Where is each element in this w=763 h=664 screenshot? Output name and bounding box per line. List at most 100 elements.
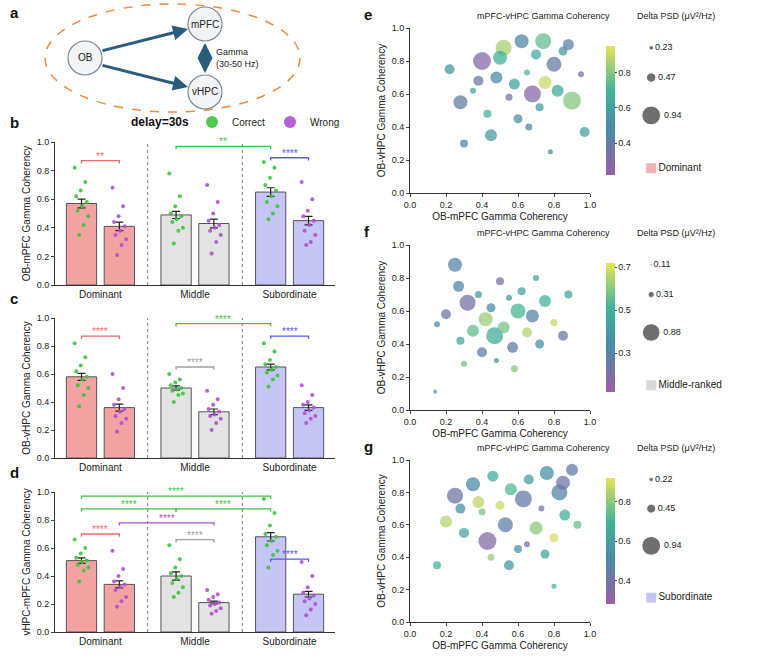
svg-text:1.0: 1.0 — [392, 23, 405, 33]
svg-text:Subordinate: Subordinate — [263, 636, 317, 647]
svg-text:c: c — [10, 290, 18, 307]
svg-text:1.0: 1.0 — [392, 240, 405, 250]
svg-text:****: **** — [168, 486, 184, 497]
svg-text:0.0: 0.0 — [37, 453, 50, 463]
svg-text:0.0: 0.0 — [392, 188, 405, 198]
svg-text:0.6: 0.6 — [37, 543, 50, 553]
svg-text:0.0: 0.0 — [404, 417, 417, 427]
svg-text:0.47: 0.47 — [658, 72, 676, 82]
svg-text:0.4: 0.4 — [476, 629, 489, 639]
svg-text:0.4: 0.4 — [618, 138, 631, 148]
svg-text:Subordinate: Subordinate — [263, 289, 317, 300]
svg-text:Wrong: Wrong — [310, 117, 339, 128]
svg-text:**: ** — [96, 151, 104, 162]
svg-text:0.94: 0.94 — [664, 110, 682, 120]
svg-text:delay=30s: delay=30s — [131, 115, 189, 129]
svg-text:0.8: 0.8 — [37, 166, 50, 176]
svg-text:Middle: Middle — [180, 636, 210, 647]
svg-text:****: **** — [215, 314, 231, 325]
svg-text:0.6: 0.6 — [618, 536, 631, 546]
svg-text:0.2: 0.2 — [37, 252, 50, 262]
svg-text:0.2: 0.2 — [392, 155, 405, 165]
svg-text:vHPC: vHPC — [192, 86, 218, 97]
svg-text:0.0: 0.0 — [37, 627, 50, 637]
svg-text:1.0: 1.0 — [37, 313, 50, 323]
svg-text:0.6: 0.6 — [37, 194, 50, 204]
svg-text:0.0: 0.0 — [404, 629, 417, 639]
svg-text:0.6: 0.6 — [392, 520, 405, 530]
svg-text:0.2: 0.2 — [392, 372, 405, 382]
svg-text:0.2: 0.2 — [440, 629, 453, 639]
svg-text:0.2: 0.2 — [440, 417, 453, 427]
svg-text:0.8: 0.8 — [618, 68, 631, 78]
svg-text:0.4: 0.4 — [476, 200, 489, 210]
svg-text:0.2: 0.2 — [440, 200, 453, 210]
svg-text:g: g — [364, 438, 373, 455]
svg-text:0.6: 0.6 — [392, 306, 405, 316]
svg-text:Dominant: Dominant — [658, 162, 701, 173]
svg-text:0.8: 0.8 — [548, 200, 561, 210]
svg-text:Delta PSD (μV²/Hz): Delta PSD (μV²/Hz) — [637, 443, 715, 453]
svg-text:0.8: 0.8 — [392, 488, 405, 498]
svg-text:Delta PSD (μV²/Hz): Delta PSD (μV²/Hz) — [637, 228, 715, 238]
svg-text:0.2: 0.2 — [392, 585, 405, 595]
svg-text:****: **** — [159, 513, 175, 524]
svg-text:0.45: 0.45 — [658, 503, 676, 513]
svg-text:1.0: 1.0 — [37, 137, 50, 147]
svg-text:f: f — [364, 223, 370, 240]
svg-text:OB-vHPC Gamma Coherency: OB-vHPC Gamma Coherency — [376, 261, 387, 394]
svg-text:0.3: 0.3 — [618, 348, 631, 358]
svg-text:Delta PSD (μV²/Hz): Delta PSD (μV²/Hz) — [637, 11, 715, 21]
svg-text:0.8: 0.8 — [548, 629, 561, 639]
svg-text:mPFC-vHPC Gamma Coherency: mPFC-vHPC Gamma Coherency — [477, 228, 610, 238]
svg-text:0.8: 0.8 — [548, 417, 561, 427]
svg-text:e: e — [364, 6, 372, 23]
svg-text:OB-mPFC Gamma Coherency: OB-mPFC Gamma Coherency — [432, 211, 568, 222]
svg-text:0.6: 0.6 — [512, 629, 525, 639]
svg-text:0.4: 0.4 — [37, 571, 50, 581]
svg-text:OB-vHPC Gamma Coherency: OB-vHPC Gamma Coherency — [376, 44, 387, 177]
svg-text:1.0: 1.0 — [584, 417, 597, 427]
svg-text:****: **** — [282, 326, 298, 337]
svg-text:OB: OB — [78, 52, 93, 63]
svg-text:0.8: 0.8 — [392, 56, 405, 66]
svg-text:0.2: 0.2 — [37, 425, 50, 435]
svg-text:0.0: 0.0 — [404, 200, 417, 210]
svg-text:a: a — [10, 4, 19, 21]
svg-text:Middle: Middle — [180, 289, 210, 300]
svg-text:OB-mPFC Gamma Coherency: OB-mPFC Gamma Coherency — [432, 640, 568, 651]
svg-text:0.4: 0.4 — [618, 576, 631, 586]
svg-text:Dominant: Dominant — [79, 462, 122, 473]
svg-text:0.2: 0.2 — [37, 599, 50, 609]
svg-text:****: **** — [282, 148, 298, 159]
svg-text:1.0: 1.0 — [37, 487, 50, 497]
svg-text:0.8: 0.8 — [618, 497, 631, 507]
svg-text:0.22: 0.22 — [655, 474, 673, 484]
svg-text:0.6: 0.6 — [392, 89, 405, 99]
svg-text:0.7: 0.7 — [618, 262, 631, 272]
svg-text:0.0: 0.0 — [392, 617, 405, 627]
svg-text:mPFC: mPFC — [191, 19, 219, 30]
svg-text:****: **** — [187, 530, 203, 541]
svg-text:0.31: 0.31 — [656, 289, 674, 299]
svg-text:0.4: 0.4 — [37, 397, 50, 407]
svg-text:0.0: 0.0 — [392, 405, 405, 415]
svg-text:0.8: 0.8 — [37, 515, 50, 525]
svg-text:OB-mPFC Gamma Coherency: OB-mPFC Gamma Coherency — [432, 428, 568, 439]
svg-text:****: **** — [282, 549, 298, 560]
svg-text:Gamma(30-50 Hz): Gamma(30-50 Hz) — [216, 47, 259, 69]
svg-text:b: b — [10, 114, 19, 131]
svg-text:0.6: 0.6 — [512, 417, 525, 427]
svg-text:Dominant: Dominant — [79, 636, 122, 647]
svg-text:0.88: 0.88 — [663, 327, 681, 337]
svg-text:0.4: 0.4 — [476, 417, 489, 427]
svg-text:0.11: 0.11 — [654, 259, 671, 269]
svg-text:1.0: 1.0 — [584, 200, 597, 210]
svg-text:0.4: 0.4 — [392, 552, 405, 562]
svg-text:****: **** — [215, 499, 231, 510]
svg-text:0.0: 0.0 — [37, 280, 50, 290]
svg-text:0.5: 0.5 — [618, 305, 631, 315]
svg-text:Dominant: Dominant — [79, 289, 122, 300]
svg-text:Middle-ranked: Middle-ranked — [658, 379, 721, 390]
svg-text:vHPC-mPFC Gamma Coherency: vHPC-mPFC Gamma Coherency — [21, 488, 32, 635]
